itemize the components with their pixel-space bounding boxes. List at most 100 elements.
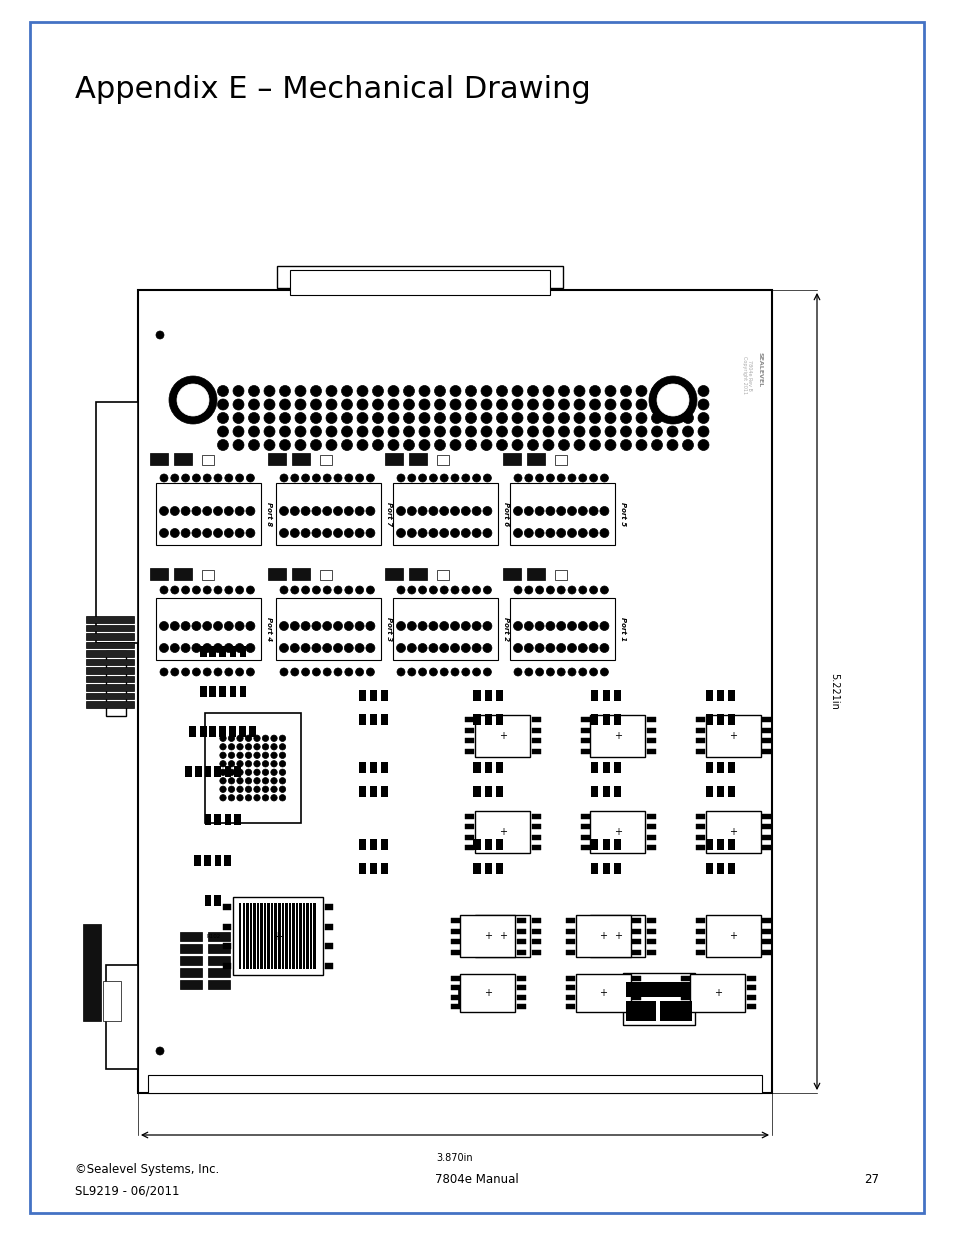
- Circle shape: [651, 440, 661, 451]
- Bar: [484, 714, 491, 725]
- Circle shape: [557, 668, 564, 676]
- Bar: [579, 950, 589, 955]
- Circle shape: [366, 529, 375, 537]
- Circle shape: [567, 585, 576, 594]
- Circle shape: [589, 668, 597, 676]
- Circle shape: [450, 399, 460, 410]
- Bar: [602, 714, 609, 725]
- Bar: [705, 863, 712, 873]
- Circle shape: [279, 787, 285, 793]
- Bar: [679, 1004, 689, 1009]
- Circle shape: [450, 506, 459, 515]
- Circle shape: [264, 440, 274, 451]
- Circle shape: [465, 412, 476, 424]
- Circle shape: [527, 440, 537, 451]
- Circle shape: [271, 778, 277, 784]
- Bar: [575, 915, 630, 957]
- Circle shape: [228, 752, 234, 758]
- Circle shape: [589, 426, 599, 437]
- Bar: [292, 904, 294, 969]
- Circle shape: [434, 385, 445, 396]
- Circle shape: [527, 385, 537, 396]
- Bar: [716, 714, 722, 725]
- Circle shape: [228, 769, 234, 776]
- Circle shape: [472, 668, 480, 676]
- Circle shape: [322, 621, 332, 631]
- Bar: [695, 950, 703, 955]
- Bar: [695, 739, 703, 743]
- Circle shape: [253, 743, 260, 750]
- Circle shape: [429, 621, 437, 631]
- Bar: [695, 845, 703, 850]
- Bar: [565, 950, 574, 955]
- Bar: [565, 1004, 574, 1009]
- Circle shape: [558, 412, 569, 424]
- Circle shape: [203, 668, 211, 676]
- Bar: [233, 898, 323, 976]
- Bar: [204, 855, 212, 866]
- Circle shape: [418, 412, 430, 424]
- Circle shape: [279, 440, 291, 451]
- Bar: [531, 918, 540, 924]
- Circle shape: [388, 399, 398, 410]
- Circle shape: [698, 426, 708, 437]
- Circle shape: [310, 399, 321, 410]
- Bar: [242, 904, 245, 969]
- Bar: [695, 748, 703, 753]
- Text: +: +: [483, 988, 492, 998]
- Bar: [516, 995, 525, 1000]
- Bar: [369, 787, 376, 798]
- Circle shape: [294, 440, 306, 451]
- Bar: [622, 973, 695, 1025]
- Bar: [690, 973, 744, 1011]
- Circle shape: [366, 643, 375, 652]
- Bar: [695, 824, 703, 829]
- Circle shape: [279, 743, 285, 750]
- Bar: [473, 762, 480, 773]
- Bar: [760, 939, 770, 945]
- Bar: [565, 939, 574, 945]
- Bar: [646, 727, 655, 732]
- Circle shape: [248, 426, 259, 437]
- Circle shape: [219, 743, 226, 750]
- Bar: [531, 748, 540, 753]
- Circle shape: [301, 474, 310, 482]
- Circle shape: [407, 621, 416, 631]
- Bar: [631, 976, 639, 981]
- Bar: [631, 918, 639, 924]
- Bar: [716, 762, 722, 773]
- Circle shape: [396, 506, 405, 515]
- Circle shape: [558, 399, 569, 410]
- Circle shape: [341, 412, 352, 424]
- Bar: [695, 929, 703, 934]
- Circle shape: [217, 426, 229, 437]
- Circle shape: [326, 440, 336, 451]
- Bar: [180, 979, 202, 988]
- Bar: [214, 766, 221, 777]
- Circle shape: [557, 585, 564, 594]
- Circle shape: [535, 474, 543, 482]
- Bar: [148, 1074, 761, 1093]
- Circle shape: [301, 621, 310, 631]
- Circle shape: [589, 621, 598, 631]
- Circle shape: [245, 752, 252, 758]
- Circle shape: [407, 474, 416, 482]
- Circle shape: [542, 426, 554, 437]
- Circle shape: [279, 506, 288, 515]
- Circle shape: [356, 440, 368, 451]
- Circle shape: [279, 426, 291, 437]
- Bar: [230, 726, 236, 737]
- Circle shape: [253, 735, 260, 741]
- Bar: [705, 762, 712, 773]
- Circle shape: [578, 474, 586, 482]
- Circle shape: [513, 643, 522, 652]
- Bar: [214, 855, 221, 866]
- Circle shape: [171, 643, 179, 652]
- Bar: [465, 814, 474, 819]
- Bar: [369, 690, 376, 701]
- Bar: [230, 685, 236, 697]
- Circle shape: [262, 778, 269, 784]
- Circle shape: [181, 474, 190, 482]
- Circle shape: [429, 474, 436, 482]
- Circle shape: [418, 668, 426, 676]
